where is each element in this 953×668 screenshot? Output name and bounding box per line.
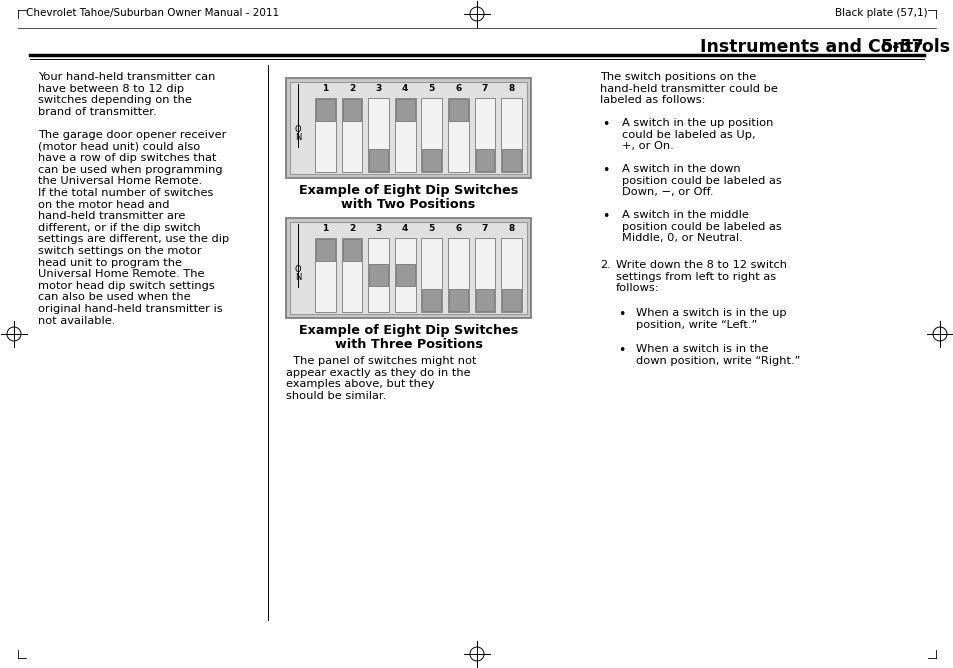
Text: 7: 7: [481, 84, 488, 93]
Text: 5: 5: [428, 84, 435, 93]
Bar: [422, 289, 440, 311]
Bar: [290, 82, 526, 174]
Bar: [421, 98, 442, 172]
Text: When a switch is in the up
position, write “Left.”: When a switch is in the up position, wri…: [636, 308, 786, 329]
Text: 1: 1: [322, 84, 328, 93]
Bar: [395, 98, 416, 172]
Bar: [314, 238, 335, 312]
Text: 6: 6: [455, 84, 461, 93]
Bar: [369, 264, 388, 286]
Text: Instruments and Controls: Instruments and Controls: [700, 38, 949, 56]
Text: 1: 1: [322, 224, 328, 233]
Text: •: •: [618, 308, 625, 321]
Bar: [448, 238, 468, 312]
Bar: [475, 238, 495, 312]
Bar: [368, 98, 389, 172]
Bar: [314, 98, 335, 172]
Bar: [368, 238, 389, 312]
Bar: [502, 289, 520, 311]
Bar: [502, 149, 520, 171]
Bar: [449, 99, 467, 121]
Text: 7: 7: [481, 224, 488, 233]
Bar: [290, 222, 526, 314]
Bar: [369, 149, 388, 171]
Bar: [341, 238, 362, 312]
Bar: [395, 99, 415, 121]
Text: When a switch is in the
down position, write “Right.”: When a switch is in the down position, w…: [636, 344, 800, 365]
Text: 3: 3: [375, 224, 381, 233]
Bar: [286, 218, 531, 318]
Text: N: N: [294, 133, 301, 142]
Text: Your hand-held transmitter can
have between 8 to 12 dip
switches depending on th: Your hand-held transmitter can have betw…: [38, 72, 215, 117]
Bar: [286, 78, 531, 178]
Text: 8: 8: [508, 84, 515, 93]
Text: 8: 8: [508, 224, 515, 233]
Bar: [422, 149, 440, 171]
Bar: [449, 289, 467, 311]
Text: O: O: [294, 265, 301, 274]
Bar: [341, 98, 362, 172]
Text: A switch in the up position
could be labeled as Up,
+, or On.: A switch in the up position could be lab…: [621, 118, 773, 151]
Bar: [448, 98, 468, 172]
Bar: [342, 99, 361, 121]
Text: 2.: 2.: [599, 260, 610, 270]
Text: The garage door opener receiver
(motor head unit) could also
have a row of dip s: The garage door opener receiver (motor h…: [38, 130, 229, 325]
Bar: [395, 264, 415, 286]
Text: 3: 3: [375, 84, 381, 93]
Text: •: •: [618, 344, 625, 357]
Text: with Three Positions: with Three Positions: [335, 338, 482, 351]
Bar: [475, 98, 495, 172]
Text: 4: 4: [401, 224, 408, 233]
Text: The switch positions on the
hand-held transmitter could be
labeled as follows:: The switch positions on the hand-held tr…: [599, 72, 777, 105]
Text: Example of Eight Dip Switches: Example of Eight Dip Switches: [298, 324, 517, 337]
Bar: [315, 99, 335, 121]
Text: Black plate (57,1): Black plate (57,1): [835, 8, 927, 18]
Text: O: O: [294, 125, 301, 134]
Bar: [476, 289, 494, 311]
Text: A switch in the down
position could be labeled as
Down, −, or Off.: A switch in the down position could be l…: [621, 164, 781, 197]
Bar: [395, 238, 416, 312]
Text: The panel of switches might not
appear exactly as they do in the
examples above,: The panel of switches might not appear e…: [286, 356, 476, 401]
Text: N: N: [294, 273, 301, 282]
Text: •: •: [601, 210, 609, 223]
Text: •: •: [601, 118, 609, 131]
Bar: [500, 98, 521, 172]
Text: •: •: [601, 164, 609, 177]
Bar: [476, 149, 494, 171]
Text: with Two Positions: with Two Positions: [341, 198, 476, 211]
Text: 5-57: 5-57: [880, 38, 923, 56]
Text: 2: 2: [349, 84, 355, 93]
Text: 6: 6: [455, 224, 461, 233]
Bar: [421, 238, 442, 312]
Text: A switch in the middle
position could be labeled as
Middle, 0, or Neutral.: A switch in the middle position could be…: [621, 210, 781, 243]
Bar: [500, 238, 521, 312]
Text: 4: 4: [401, 84, 408, 93]
Bar: [315, 239, 335, 261]
Bar: [342, 239, 361, 261]
Text: Write down the 8 to 12 switch
settings from left to right as
follows:: Write down the 8 to 12 switch settings f…: [616, 260, 786, 293]
Text: Example of Eight Dip Switches: Example of Eight Dip Switches: [298, 184, 517, 197]
Text: 2: 2: [349, 224, 355, 233]
Text: 5: 5: [428, 224, 435, 233]
Text: Chevrolet Tahoe/Suburban Owner Manual - 2011: Chevrolet Tahoe/Suburban Owner Manual - …: [26, 8, 279, 18]
